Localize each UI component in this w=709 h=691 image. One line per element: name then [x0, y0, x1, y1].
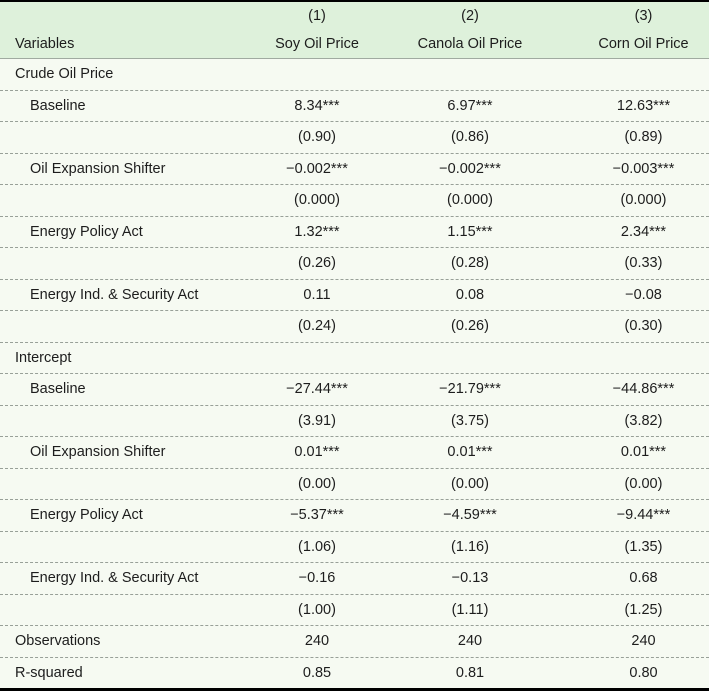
coefficient-row: Baseline 8.34*** 6.97*** 12.63***	[0, 91, 709, 122]
cell-value: (0.00)	[298, 475, 336, 492]
cell-value: −9.44***	[616, 507, 671, 524]
stat-row: Observations 240 240 240	[0, 626, 709, 658]
cell-value: −21.79***	[439, 381, 501, 398]
row-label: Oil Expansion Shifter	[30, 160, 166, 177]
cell-value: (1.25)	[624, 601, 663, 618]
row-label: Energy Ind. & Security Act	[30, 570, 199, 587]
cell-value: (1.06)	[298, 538, 336, 555]
cell-value: (3.82)	[624, 412, 663, 429]
cell-value: −0.002***	[286, 160, 348, 177]
row-label: Energy Policy Act	[30, 507, 143, 524]
model-number: (3)	[634, 8, 653, 24]
stderr-row: (0.26) (0.28) (0.33)	[0, 248, 709, 280]
cell-value: −27.44***	[286, 381, 348, 398]
cell-value: (0.90)	[298, 129, 336, 146]
cell-value: (0.000)	[447, 192, 493, 209]
cell-value: (0.00)	[624, 475, 663, 492]
section-row: Crude Oil Price	[0, 59, 709, 91]
cell-value: (3.75)	[451, 412, 489, 429]
cell-value: (0.000)	[294, 192, 340, 209]
cell-value: 0.85	[302, 664, 332, 681]
row-label: Observations	[15, 633, 101, 650]
stderr-row: (0.90) (0.86) (0.89)	[0, 122, 709, 154]
cell-value: 0.81	[455, 664, 485, 681]
coefficient-row: Oil Expansion Shifter 0.01*** 0.01*** 0.01*…	[0, 437, 709, 469]
cell-value: 0.08	[455, 286, 485, 303]
section-row: Intercept	[0, 343, 709, 374]
column-header: Soy Oil Price	[275, 36, 359, 52]
column-header: Corn Oil Price	[598, 36, 689, 52]
table-header: (1) (2) (3) Variables Soy Oil Price Cano…	[0, 2, 709, 59]
cell-value: 240	[457, 633, 483, 650]
coefficient-row: Oil Expansion Shifter −0.002*** −0.002*** −…	[0, 154, 709, 185]
table-body: Crude Oil Price Baseline 8.34*** 6.97*** 12.…	[0, 59, 709, 688]
cell-value: 0.01***	[294, 444, 340, 461]
column-header: Canola Oil Price	[417, 36, 523, 52]
cell-value: (0.24)	[298, 318, 336, 335]
cell-value: (1.35)	[624, 538, 663, 555]
row-label: R-squared	[15, 664, 83, 681]
stderr-row: (3.91) (3.75) (3.82)	[0, 406, 709, 437]
cell-value: 1.32***	[294, 223, 340, 240]
cell-value: −0.13	[451, 570, 489, 587]
cell-value: (0.26)	[298, 255, 336, 272]
stderr-row: (1.06) (1.16) (1.35)	[0, 532, 709, 563]
cell-value: (3.91)	[298, 412, 336, 429]
cell-value: (0.33)	[624, 255, 663, 272]
cell-value: 2.34***	[620, 223, 667, 240]
cell-value: (0.00)	[451, 475, 489, 492]
stderr-row: (0.000) (0.000) (0.000)	[0, 185, 709, 217]
cell-value: 0.11	[303, 286, 331, 303]
stderr-row: (0.24) (0.26) (0.30)	[0, 311, 709, 343]
cell-value: 0.68	[629, 570, 658, 587]
cell-value: 240	[631, 633, 656, 650]
row-label: Intercept	[15, 349, 72, 366]
cell-value: (0.000)	[620, 192, 667, 209]
row-label: Energy Ind. & Security Act	[30, 286, 199, 303]
column-header-row: Variables Soy Oil Price Canola Oil Price…	[0, 30, 709, 58]
row-label: Baseline	[30, 381, 86, 398]
row-label: Oil Expansion Shifter	[30, 444, 166, 461]
cell-value: 1.15***	[447, 223, 493, 240]
row-label: Crude Oil Price	[15, 66, 114, 83]
cell-value: −0.003***	[612, 160, 675, 177]
cell-value: −44.86***	[612, 381, 675, 398]
cell-value: −5.37***	[290, 507, 344, 524]
cell-value: (0.86)	[451, 129, 489, 146]
coefficient-row: Energy Policy Act 1.32*** 1.15*** 2.34***	[0, 217, 709, 248]
row-label: Energy Policy Act	[30, 223, 143, 240]
cell-value: 8.34***	[294, 97, 340, 114]
cell-value: −0.16	[298, 570, 336, 587]
coefficient-row: Energy Ind. & Security Act 0.11 0.08 −0.08	[0, 280, 709, 311]
model-number: (1)	[308, 8, 326, 24]
model-number: (2)	[461, 8, 479, 24]
cell-value: (1.16)	[451, 538, 489, 555]
cell-value: 12.63***	[616, 97, 671, 114]
cell-value: −0.002***	[439, 160, 501, 177]
coefficient-row: Energy Policy Act −5.37*** −4.59*** −9.44**…	[0, 500, 709, 532]
cell-value: 240	[304, 633, 330, 650]
cell-value: 0.01***	[620, 444, 667, 461]
cell-value: (1.11)	[451, 601, 489, 618]
model-number-row: (1) (2) (3)	[0, 2, 709, 30]
coefficient-row: Energy Ind. & Security Act −0.16 −0.13 0.68	[0, 563, 709, 595]
coefficient-row: Baseline −27.44*** −21.79*** −44.86***	[0, 374, 709, 406]
cell-value: (0.89)	[624, 129, 663, 146]
cell-value: (0.26)	[451, 318, 489, 335]
cell-value: −4.59***	[443, 507, 497, 524]
cell-value: 6.97***	[447, 97, 493, 114]
cell-value: −0.08	[625, 286, 662, 303]
stat-row: R-squared 0.85 0.81 0.80	[0, 658, 709, 689]
cell-value: (0.28)	[451, 255, 489, 272]
stderr-row: (0.00) (0.00) (0.00)	[0, 469, 709, 500]
variables-header: Variables	[15, 36, 75, 52]
row-label: Baseline	[30, 97, 86, 114]
cell-value: 0.80	[629, 664, 658, 681]
stderr-row: (1.00) (1.11) (1.25)	[0, 595, 709, 626]
cell-value: (0.30)	[624, 318, 663, 335]
cell-value: (1.00)	[298, 601, 336, 618]
cell-value: 0.01***	[447, 444, 493, 461]
